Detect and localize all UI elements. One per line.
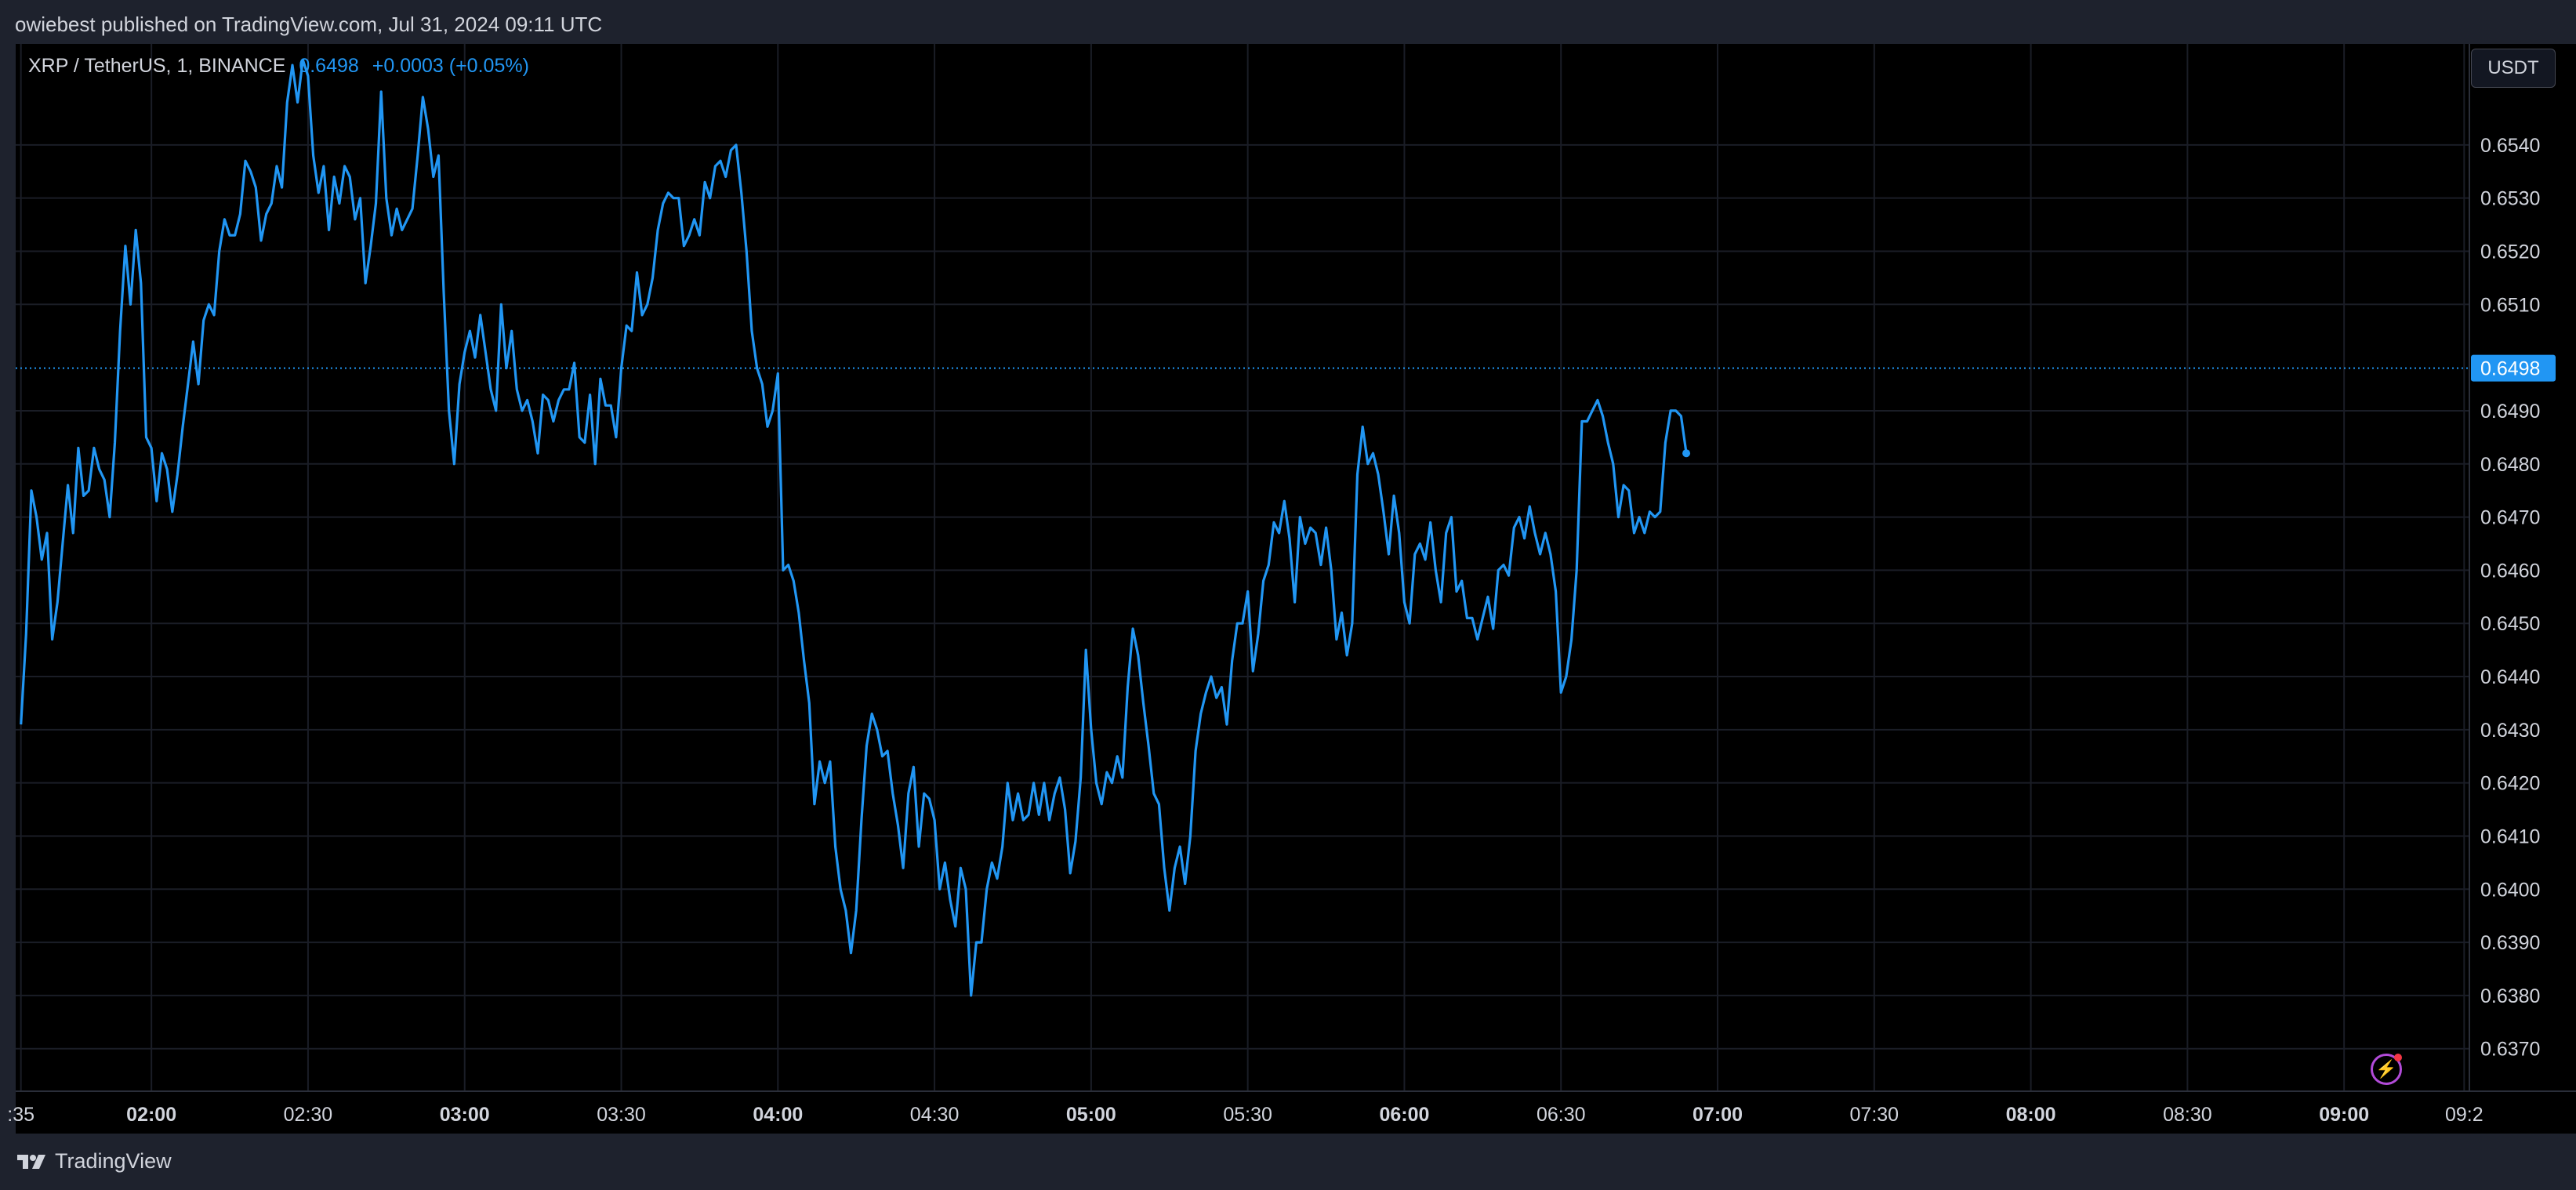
y-tick-label: 0.6370 bbox=[2480, 1039, 2540, 1061]
y-tick-label: 0.6430 bbox=[2480, 720, 2540, 742]
tradingview-logo-icon bbox=[17, 1154, 45, 1169]
y-tick-label: 0.6480 bbox=[2480, 454, 2540, 476]
publish-info: owiebest published on TradingView.com, J… bbox=[15, 13, 603, 36]
lightning-icon[interactable]: ⚡ bbox=[2371, 1054, 2402, 1085]
y-tick-label: 0.6460 bbox=[2480, 560, 2540, 582]
y-tick-label: 0.6490 bbox=[2480, 401, 2540, 423]
y-tick-label: 0.6410 bbox=[2480, 825, 2540, 847]
y-tick-label: 0.6540 bbox=[2480, 135, 2540, 157]
y-tick-label: 0.6420 bbox=[2480, 773, 2540, 795]
x-tick-label: 05:00 bbox=[1066, 1104, 1116, 1126]
x-tick-label: 06:00 bbox=[1379, 1104, 1429, 1126]
x-tick-label: 07:00 bbox=[1693, 1104, 1743, 1126]
tradingview-brand[interactable]: TradingView bbox=[16, 1149, 172, 1174]
x-tick-label: 05:30 bbox=[1223, 1104, 1272, 1126]
y-tick-label: 0.6450 bbox=[2480, 613, 2540, 635]
x-tick-label: 09:00 bbox=[2319, 1104, 2369, 1126]
y-tick-label: 0.6470 bbox=[2480, 507, 2540, 529]
tradingview-brand-label: TradingView bbox=[55, 1149, 172, 1173]
x-tick-label: 08:30 bbox=[2163, 1104, 2212, 1126]
x-tick-label: 07:30 bbox=[1850, 1104, 1899, 1126]
y-tick-label: 0.6440 bbox=[2480, 666, 2540, 688]
last-point-marker bbox=[1682, 449, 1691, 458]
y-tick-label: 0.6530 bbox=[2480, 188, 2540, 210]
y-tick-label: 0.6510 bbox=[2480, 294, 2540, 316]
x-tick-label: 03:00 bbox=[440, 1104, 490, 1126]
x-tick-label: 03:30 bbox=[597, 1104, 646, 1126]
notification-dot bbox=[2394, 1054, 2402, 1061]
y-tick-label: 0.6520 bbox=[2480, 241, 2540, 263]
x-tick-label: 02:00 bbox=[126, 1104, 176, 1126]
x-tick-label: 08:00 bbox=[2006, 1104, 2056, 1126]
x-tick-label: 02:30 bbox=[284, 1104, 333, 1126]
y-tick-label: 0.6380 bbox=[2480, 985, 2540, 1007]
y-tick-label: 0.6390 bbox=[2480, 932, 2540, 954]
currency-button[interactable]: USDT bbox=[2471, 49, 2556, 88]
symbol-legend[interactable]: XRP / TetherUS, 1, BINANCE 0.6498 +0.000… bbox=[28, 55, 529, 78]
symbol-name[interactable]: XRP / TetherUS, 1, BINANCE bbox=[28, 55, 286, 77]
x-tick-label: 09:2 bbox=[2445, 1104, 2483, 1126]
price-chart[interactable]: 0.6540 0.6530 0.6520 0.6510 0.6490 0.6480 0.64… bbox=[0, 0, 2576, 1134]
top-bar: owiebest published on TradingView.com, J… bbox=[0, 0, 2576, 45]
last-price-badge bbox=[2471, 354, 2556, 382]
y-tick-label: 0.6400 bbox=[2480, 879, 2540, 901]
x-tick-label: 06:30 bbox=[1537, 1104, 1586, 1126]
last-price-label: 0.6498 bbox=[2480, 358, 2540, 380]
x-tick-label: 04:00 bbox=[753, 1104, 803, 1126]
bottom-bar bbox=[0, 1134, 2576, 1190]
x-tick-label: :35 bbox=[7, 1104, 34, 1126]
price-series-line bbox=[20, 58, 1688, 997]
last-price-value: 0.6498 bbox=[299, 55, 359, 77]
x-tick-label: 04:30 bbox=[910, 1104, 960, 1126]
price-change: +0.0003 (+0.05%) bbox=[372, 55, 529, 77]
